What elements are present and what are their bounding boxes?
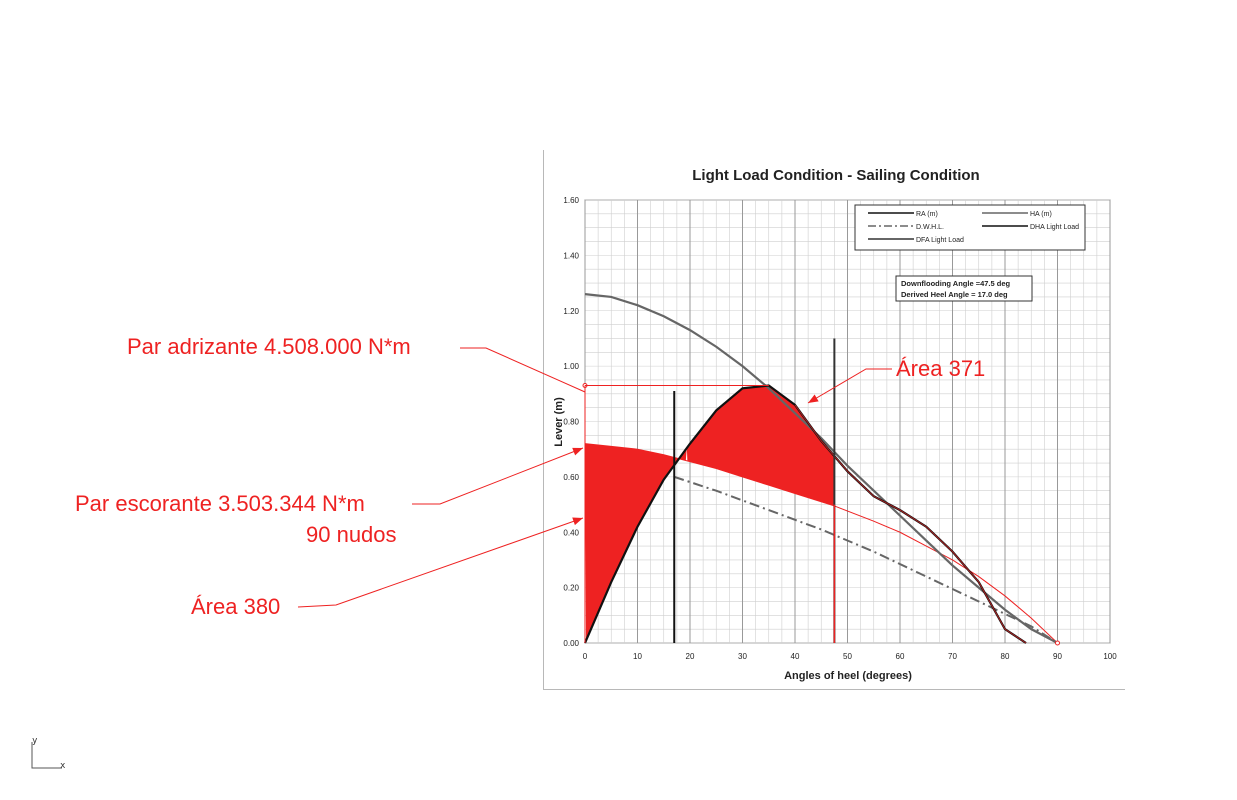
legend-dfa-label: DFA Light Load [916, 237, 964, 244]
axis-indicator-x-label: x [60, 761, 66, 771]
axis-indicator-icon [31, 742, 62, 769]
legend-dha-label: DHA Light Load [1030, 224, 1079, 231]
x-tick-label: 60 [896, 652, 905, 661]
legend-ra-label: RA (m) [916, 211, 938, 218]
x-tick-label: 50 [843, 652, 852, 661]
chart-frame-left-edge [543, 150, 544, 690]
y-tick-label: 0.40 [563, 528, 579, 537]
heeling-moment-label: Par escorante 3.503.344 N*m [75, 491, 365, 516]
area-371-leader-arrowhead [808, 394, 819, 403]
y-tick-label: 0.20 [563, 584, 579, 593]
x-tick-label: 90 [1053, 652, 1062, 661]
area-380-label: Área 380 [191, 594, 281, 619]
x-tick-label: 10 [633, 652, 642, 661]
y-tick-label: 0.80 [563, 418, 579, 427]
area-371-leader [807, 368, 892, 404]
area-380-leader-arrowhead [572, 517, 583, 526]
area-371-label: Área 371 [896, 356, 986, 381]
x-tick-label: 80 [1001, 652, 1010, 661]
x-tick-label: 40 [791, 652, 800, 661]
annotation-lines [297, 347, 892, 608]
wind-speed-label: 90 nudos [306, 522, 397, 547]
chart-frame-bottom-edge [543, 689, 1125, 690]
grid [584, 199, 1111, 644]
ha-series-line [584, 293, 1059, 644]
angle-info-box: Downflooding Angle =47.5 deg Derived Hee… [895, 275, 1033, 302]
y-axis-label: Lever (m) [553, 397, 565, 447]
series-lines [582, 293, 1060, 646]
vanishing-point-marker [1055, 640, 1060, 646]
legend-ha-label: HA (m) [1030, 211, 1052, 218]
x-tick-label: 0 [583, 652, 588, 661]
derived-heel-angle-text: Derived Heel Angle = 17.0 deg [901, 290, 1008, 299]
area-380-fill [585, 443, 687, 641]
y-tick-label: 1.00 [563, 362, 579, 371]
x-tick-label: 30 [738, 652, 747, 661]
chart-title: Light Load Condition - Sailing Condition [692, 167, 979, 184]
legend-dwhl-label: D.W.H.L. [916, 224, 944, 231]
axis-indicator-y-label: y [32, 736, 38, 746]
downflooding-angle-text: Downflooding Angle =47.5 deg [901, 279, 1011, 288]
y-tick-label: 0.60 [563, 473, 579, 482]
area-380-leader [297, 517, 584, 608]
axes: 0 10 20 30 40 50 60 70 80 90 100 0.00 0.20 0.40 0.60 0.… [563, 196, 1117, 661]
dwhl-series-line [673, 475, 1059, 644]
x-tick-label: 20 [686, 652, 695, 661]
y-tick-label: 1.20 [563, 307, 579, 316]
y-tick-label: 1.60 [563, 196, 579, 205]
x-tick-label: 70 [948, 652, 957, 661]
y-tick-label: 0.00 [563, 639, 579, 648]
heeling-lever-curve [584, 443, 1058, 644]
heeling-moment-leader-arrowhead [572, 447, 583, 456]
y-tick-label: 1.40 [563, 251, 579, 260]
x-axis-label: Angles of heel (degrees) [784, 670, 912, 682]
heeling-moment-leader [412, 447, 584, 505]
righting-moment-leader [460, 347, 586, 393]
righting-moment-label: Par adrizante 4.508.000 N*m [127, 334, 411, 359]
x-tick-label: 100 [1103, 652, 1117, 661]
legend-box: RA (m) HA (m) D.W.H.L. DHA Light Load DF… [854, 204, 1086, 251]
